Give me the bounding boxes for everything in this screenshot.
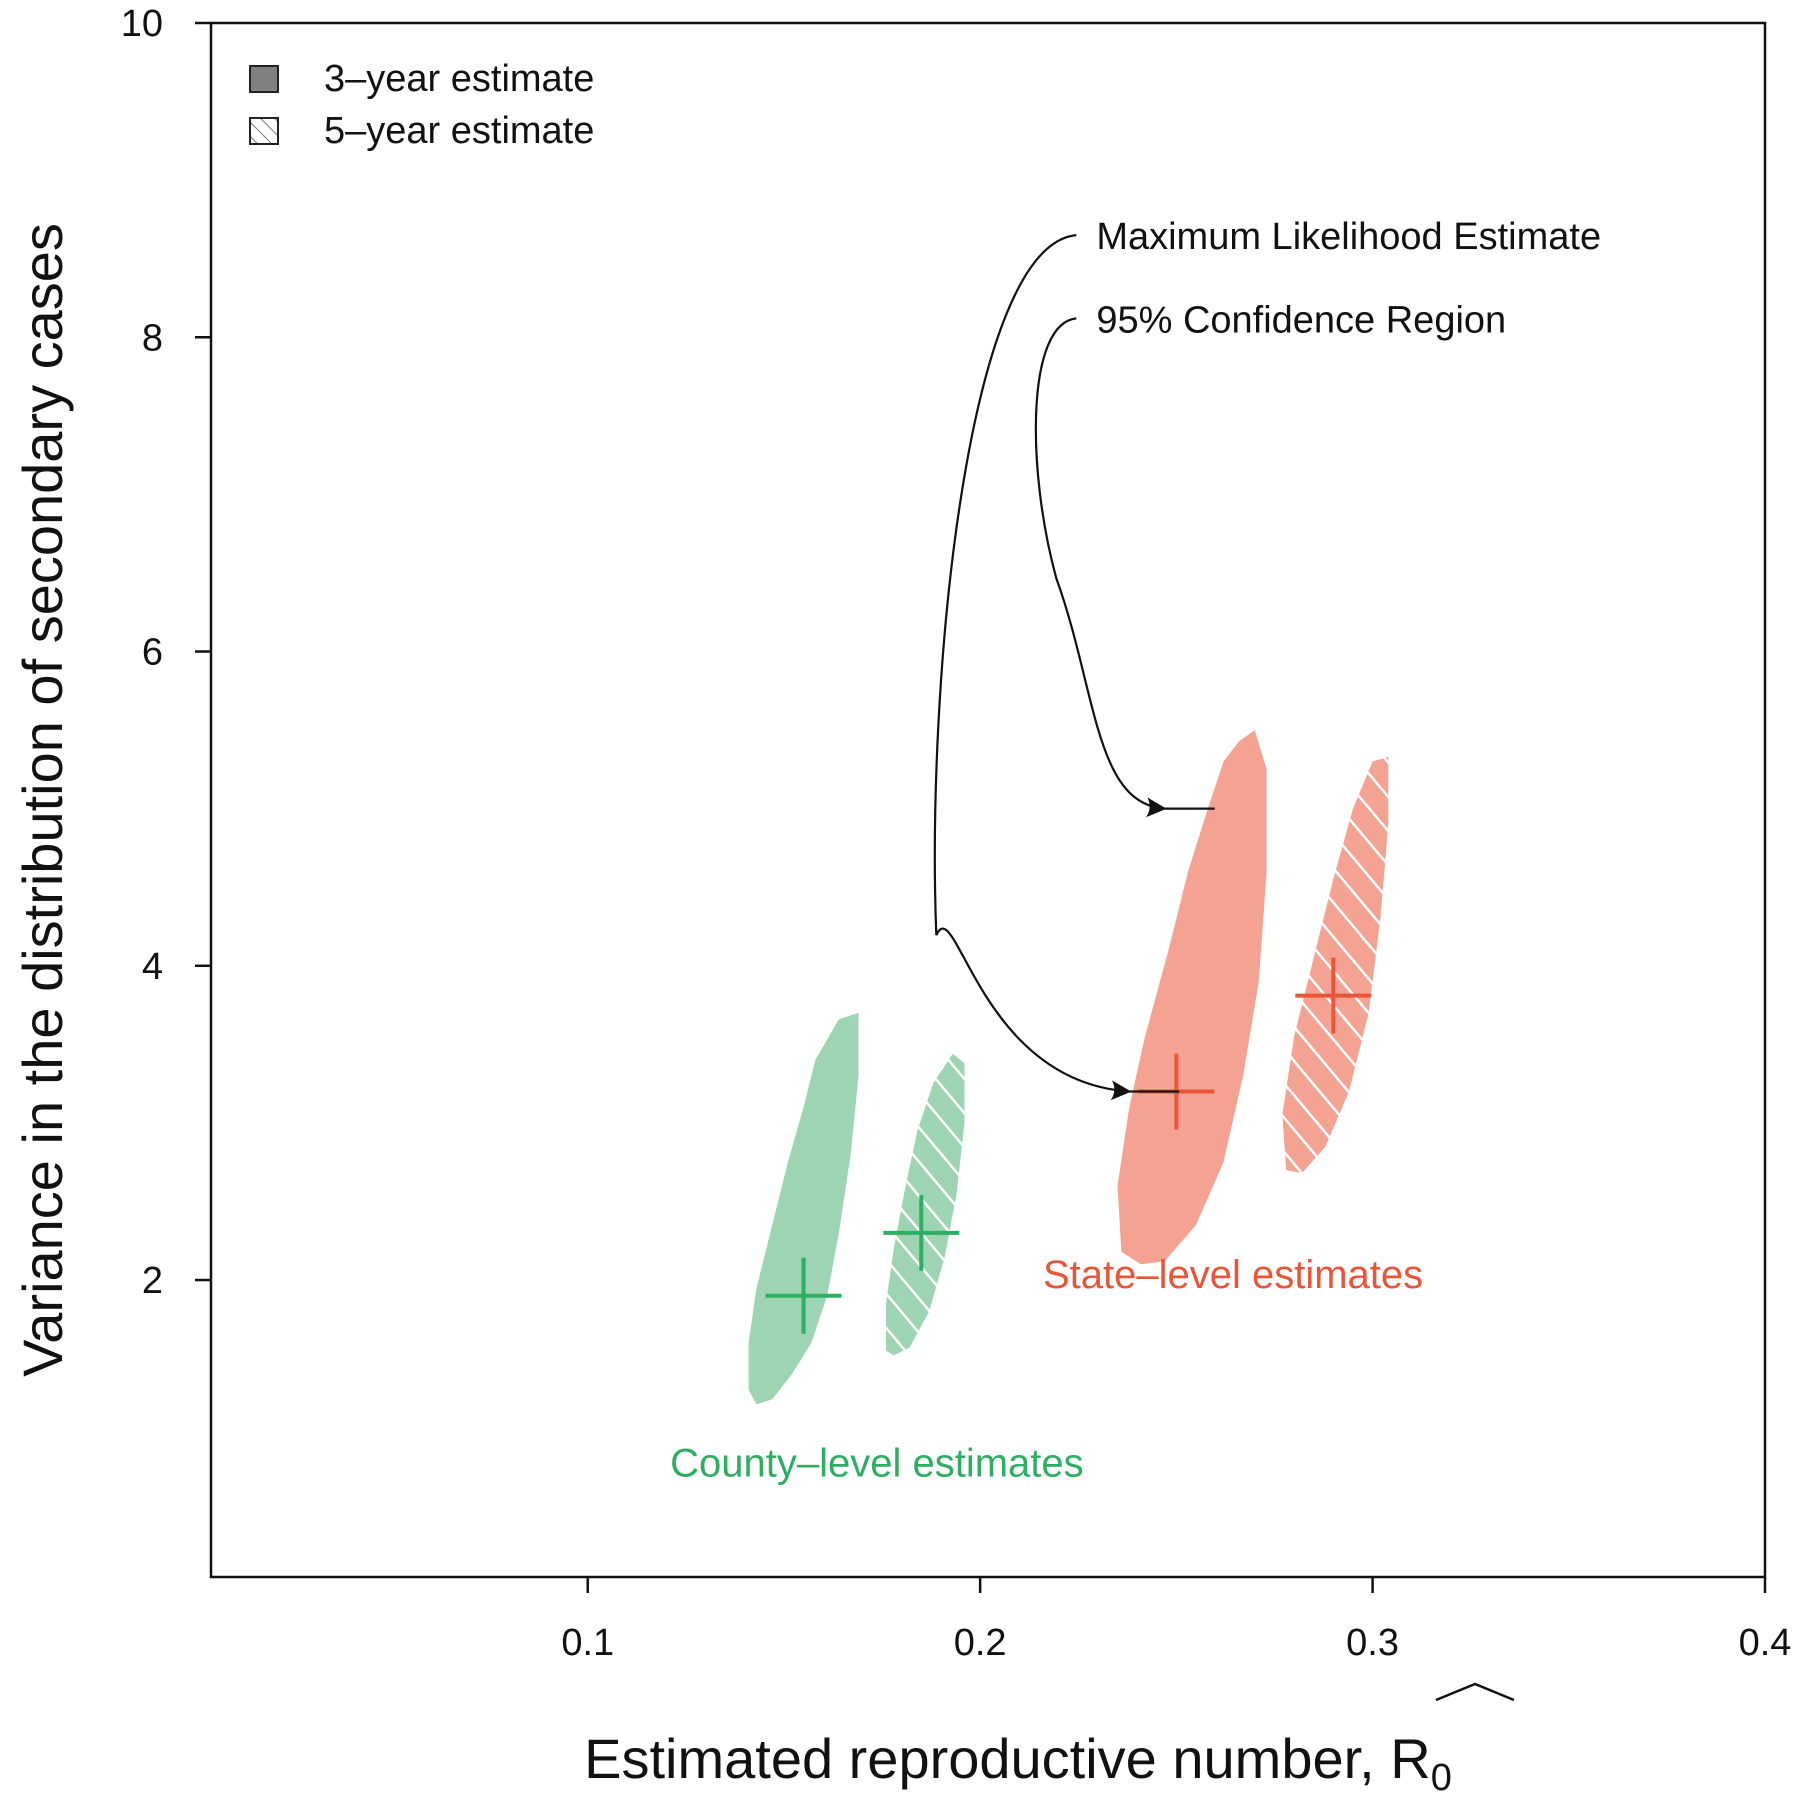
legend-label-5-year: 5–year estimate — [324, 110, 594, 152]
y-tick-label: 6 — [142, 632, 163, 674]
x-tick-label: 0.2 — [954, 1622, 1007, 1664]
x-tick-label: 0.4 — [1739, 1622, 1792, 1664]
confidence-regions — [748, 730, 1389, 1405]
y-tick-label: 8 — [142, 317, 163, 359]
annotation-confidence-label: 95% Confidence Region — [1096, 299, 1506, 341]
annotation-arrows — [933, 234, 1215, 1101]
state-level-label: State–level estimates — [1043, 1253, 1423, 1297]
x-axis-ticks: 0.1 0.2 0.3 0.4 — [561, 1577, 1791, 1664]
y-tick-label: 10 — [121, 3, 163, 45]
y-tick-label: 2 — [142, 1260, 163, 1302]
y-axis-title: Variance in the distribution of secondar… — [11, 223, 74, 1377]
confidence-region-arrow — [1034, 317, 1167, 818]
x-axis-title-hat — [1435, 1682, 1515, 1702]
state-hatched-mle-marker — [1295, 957, 1372, 1034]
legend: 3–year estimate 5–year estimate — [249, 58, 594, 152]
y-tick-label: 4 — [142, 946, 163, 988]
legend-label-3-year: 3–year estimate — [324, 58, 594, 100]
y-axis-ticks: 2 4 6 8 10 — [121, 3, 211, 1302]
x-axis-title-symbol: R — [1390, 1727, 1430, 1790]
legend-swatch-solid — [249, 65, 279, 93]
county-solid-confidence-region — [748, 1012, 859, 1405]
x-tick-label: 0.1 — [561, 1622, 614, 1664]
x-tick-label: 0.3 — [1346, 1622, 1399, 1664]
state-solid-confidence-region — [1117, 730, 1267, 1265]
county-hatched-mle-marker — [883, 1194, 960, 1271]
x-axis-title-subscript: 0 — [1431, 1757, 1452, 1798]
x-axis-title: Estimated reproductive number, R0 — [584, 1727, 1452, 1798]
legend-swatch-hatched — [249, 117, 279, 145]
county-level-label: County–level estimates — [670, 1441, 1084, 1485]
county-hatched-confidence-region — [886, 1053, 965, 1356]
annotation-mle-label: Maximum Likelihood Estimate — [1096, 216, 1601, 258]
county-solid-mle-marker — [765, 1257, 842, 1334]
plot-frame — [209, 21, 1767, 1579]
x-axis-title-main: Estimated reproductive number, — [584, 1727, 1390, 1790]
mle-arrow — [933, 234, 1132, 1101]
